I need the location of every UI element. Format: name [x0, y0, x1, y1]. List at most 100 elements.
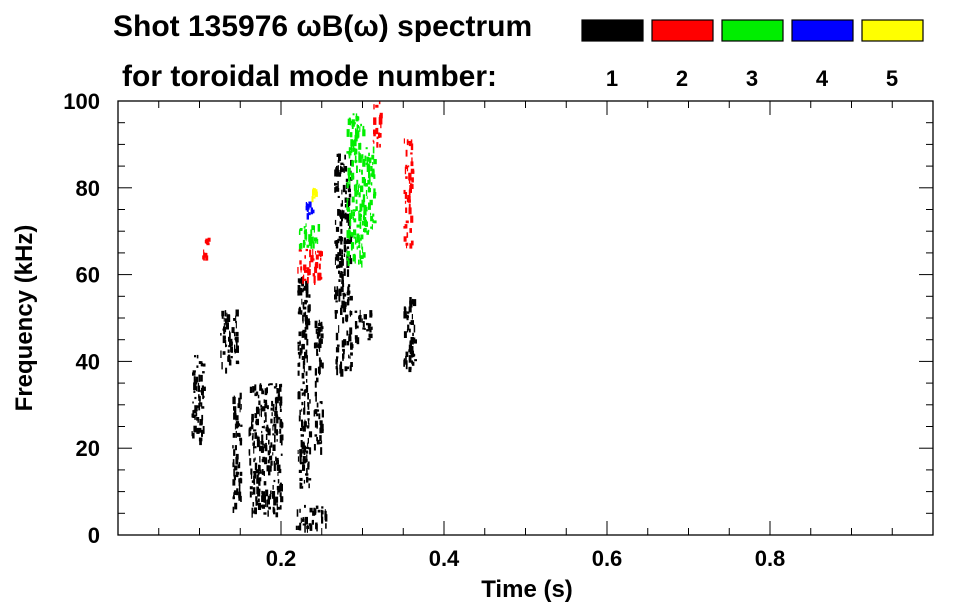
spectrum-mark: [299, 482, 301, 489]
spectrum-mark: [405, 149, 408, 157]
spectrum-region-mode-3: [346, 113, 366, 268]
spectrum-mark: [273, 423, 277, 427]
spectrum-mark: [352, 113, 355, 116]
spectrum-mark: [266, 499, 269, 508]
spectrum-mark: [349, 193, 351, 198]
spectrum-mark: [343, 166, 345, 173]
legend-label-mode-5: 5: [886, 66, 898, 91]
spectrum-mark: [256, 474, 259, 482]
spectrum-mark: [302, 276, 304, 284]
spectrum-mark: [354, 190, 358, 197]
spectrum-mark: [275, 383, 278, 387]
spectrum-mark: [358, 155, 362, 163]
spectrum-mark: [195, 412, 198, 417]
spectrum-mark: [235, 471, 239, 478]
spectrum-mark: [302, 287, 305, 291]
spectrum-mark: [314, 320, 318, 329]
spectrum-mark: [277, 394, 281, 401]
spectrum-mark: [276, 388, 279, 394]
spectrum-mark: [304, 389, 307, 393]
spectrum-mark: [350, 352, 353, 356]
spectrum-mark: [201, 406, 205, 409]
spectrum-mark: [236, 488, 239, 496]
spectrum-mark: [309, 399, 311, 404]
spectrum-mark: [378, 132, 381, 138]
spectrum-mark: [279, 384, 282, 392]
spectrum-mark: [318, 413, 321, 420]
spectrum-region-mode-1: [334, 153, 354, 377]
spectrum-mark: [324, 509, 326, 514]
spectrum-mark: [317, 509, 321, 513]
spectrum-mark: [277, 479, 280, 484]
spectrum-mark: [358, 210, 360, 214]
spectrum-mark: [366, 231, 369, 235]
spectrum-mark: [414, 354, 416, 357]
spectrum-mark: [261, 504, 266, 509]
spectrum-mark: [366, 160, 368, 167]
plot-frame: [117, 100, 934, 536]
spectrum-mark: [306, 208, 309, 212]
spectrum-mark: [279, 464, 281, 470]
spectrum-mark: [232, 433, 236, 438]
spectrum-mark: [338, 325, 340, 333]
spectrum-mark: [319, 276, 323, 280]
spectrum-mark: [228, 336, 230, 342]
spectrum-mark: [317, 275, 321, 278]
spectrum-mark: [411, 300, 413, 306]
spectrum-mark: [368, 170, 371, 179]
spectrum-mark: [299, 348, 302, 356]
spectrum-mark: [254, 384, 257, 391]
spectrum-mark: [320, 333, 324, 339]
spectrum-mark: [264, 445, 268, 452]
spectrum-mark: [336, 344, 340, 347]
spectrum-mark: [276, 486, 279, 491]
spectrum-mark: [275, 414, 279, 418]
spectrum-mark: [306, 425, 310, 429]
spectrum-mark: [202, 426, 205, 434]
spectrum-mark: [337, 165, 339, 172]
spectrum-mark: [347, 286, 350, 293]
spectrum-mark: [342, 301, 346, 308]
spectrum-mark: [362, 327, 366, 330]
spectrum-mark: [318, 357, 321, 362]
spectrum-mark: [349, 258, 353, 265]
spectrum-mark: [403, 138, 405, 144]
spectrum-mark: [220, 350, 222, 358]
spectrum-mark: [366, 164, 371, 172]
spectrum-mark: [373, 159, 377, 165]
spectrum-mark: [316, 348, 318, 356]
spectrum-mark: [267, 450, 270, 456]
spectrum-mark: [301, 408, 303, 412]
spectrum-mark: [368, 175, 371, 182]
spectrum-mark: [344, 154, 346, 160]
spectrum-mark: [207, 237, 211, 242]
spectrum-mark: [354, 155, 357, 164]
spectrum-mark: [334, 187, 337, 193]
spectrum-mark: [362, 220, 364, 226]
spectrum-mark: [236, 432, 241, 437]
spectrum-mark: [315, 396, 317, 402]
spectrum-mark: [406, 243, 408, 249]
spectrum-mark: [317, 224, 321, 232]
spectrum-mark: [234, 502, 238, 510]
spectrum-mark: [368, 202, 371, 210]
spectrum-mark: [304, 327, 307, 333]
spectrum-mark: [228, 359, 232, 366]
spectrum-mark: [409, 300, 413, 308]
spectrum-mark: [234, 332, 236, 337]
spectrum-mark: [301, 443, 305, 450]
spectrum-mark: [413, 339, 417, 344]
spectrum-mark: [338, 270, 341, 274]
spectrum-mark: [350, 172, 355, 180]
spectrum-mark: [276, 503, 278, 511]
spectrum-mark: [346, 292, 350, 296]
spectrum-mark: [307, 438, 309, 444]
spectrum-mark: [297, 370, 300, 376]
spectrum-mark: [350, 146, 353, 153]
spectrum-mark: [307, 322, 309, 330]
spectrum-mark: [266, 447, 268, 451]
spectrum-mark: [406, 329, 408, 333]
spectrum-mark: [299, 522, 302, 531]
spectrum-mark: [355, 199, 358, 204]
